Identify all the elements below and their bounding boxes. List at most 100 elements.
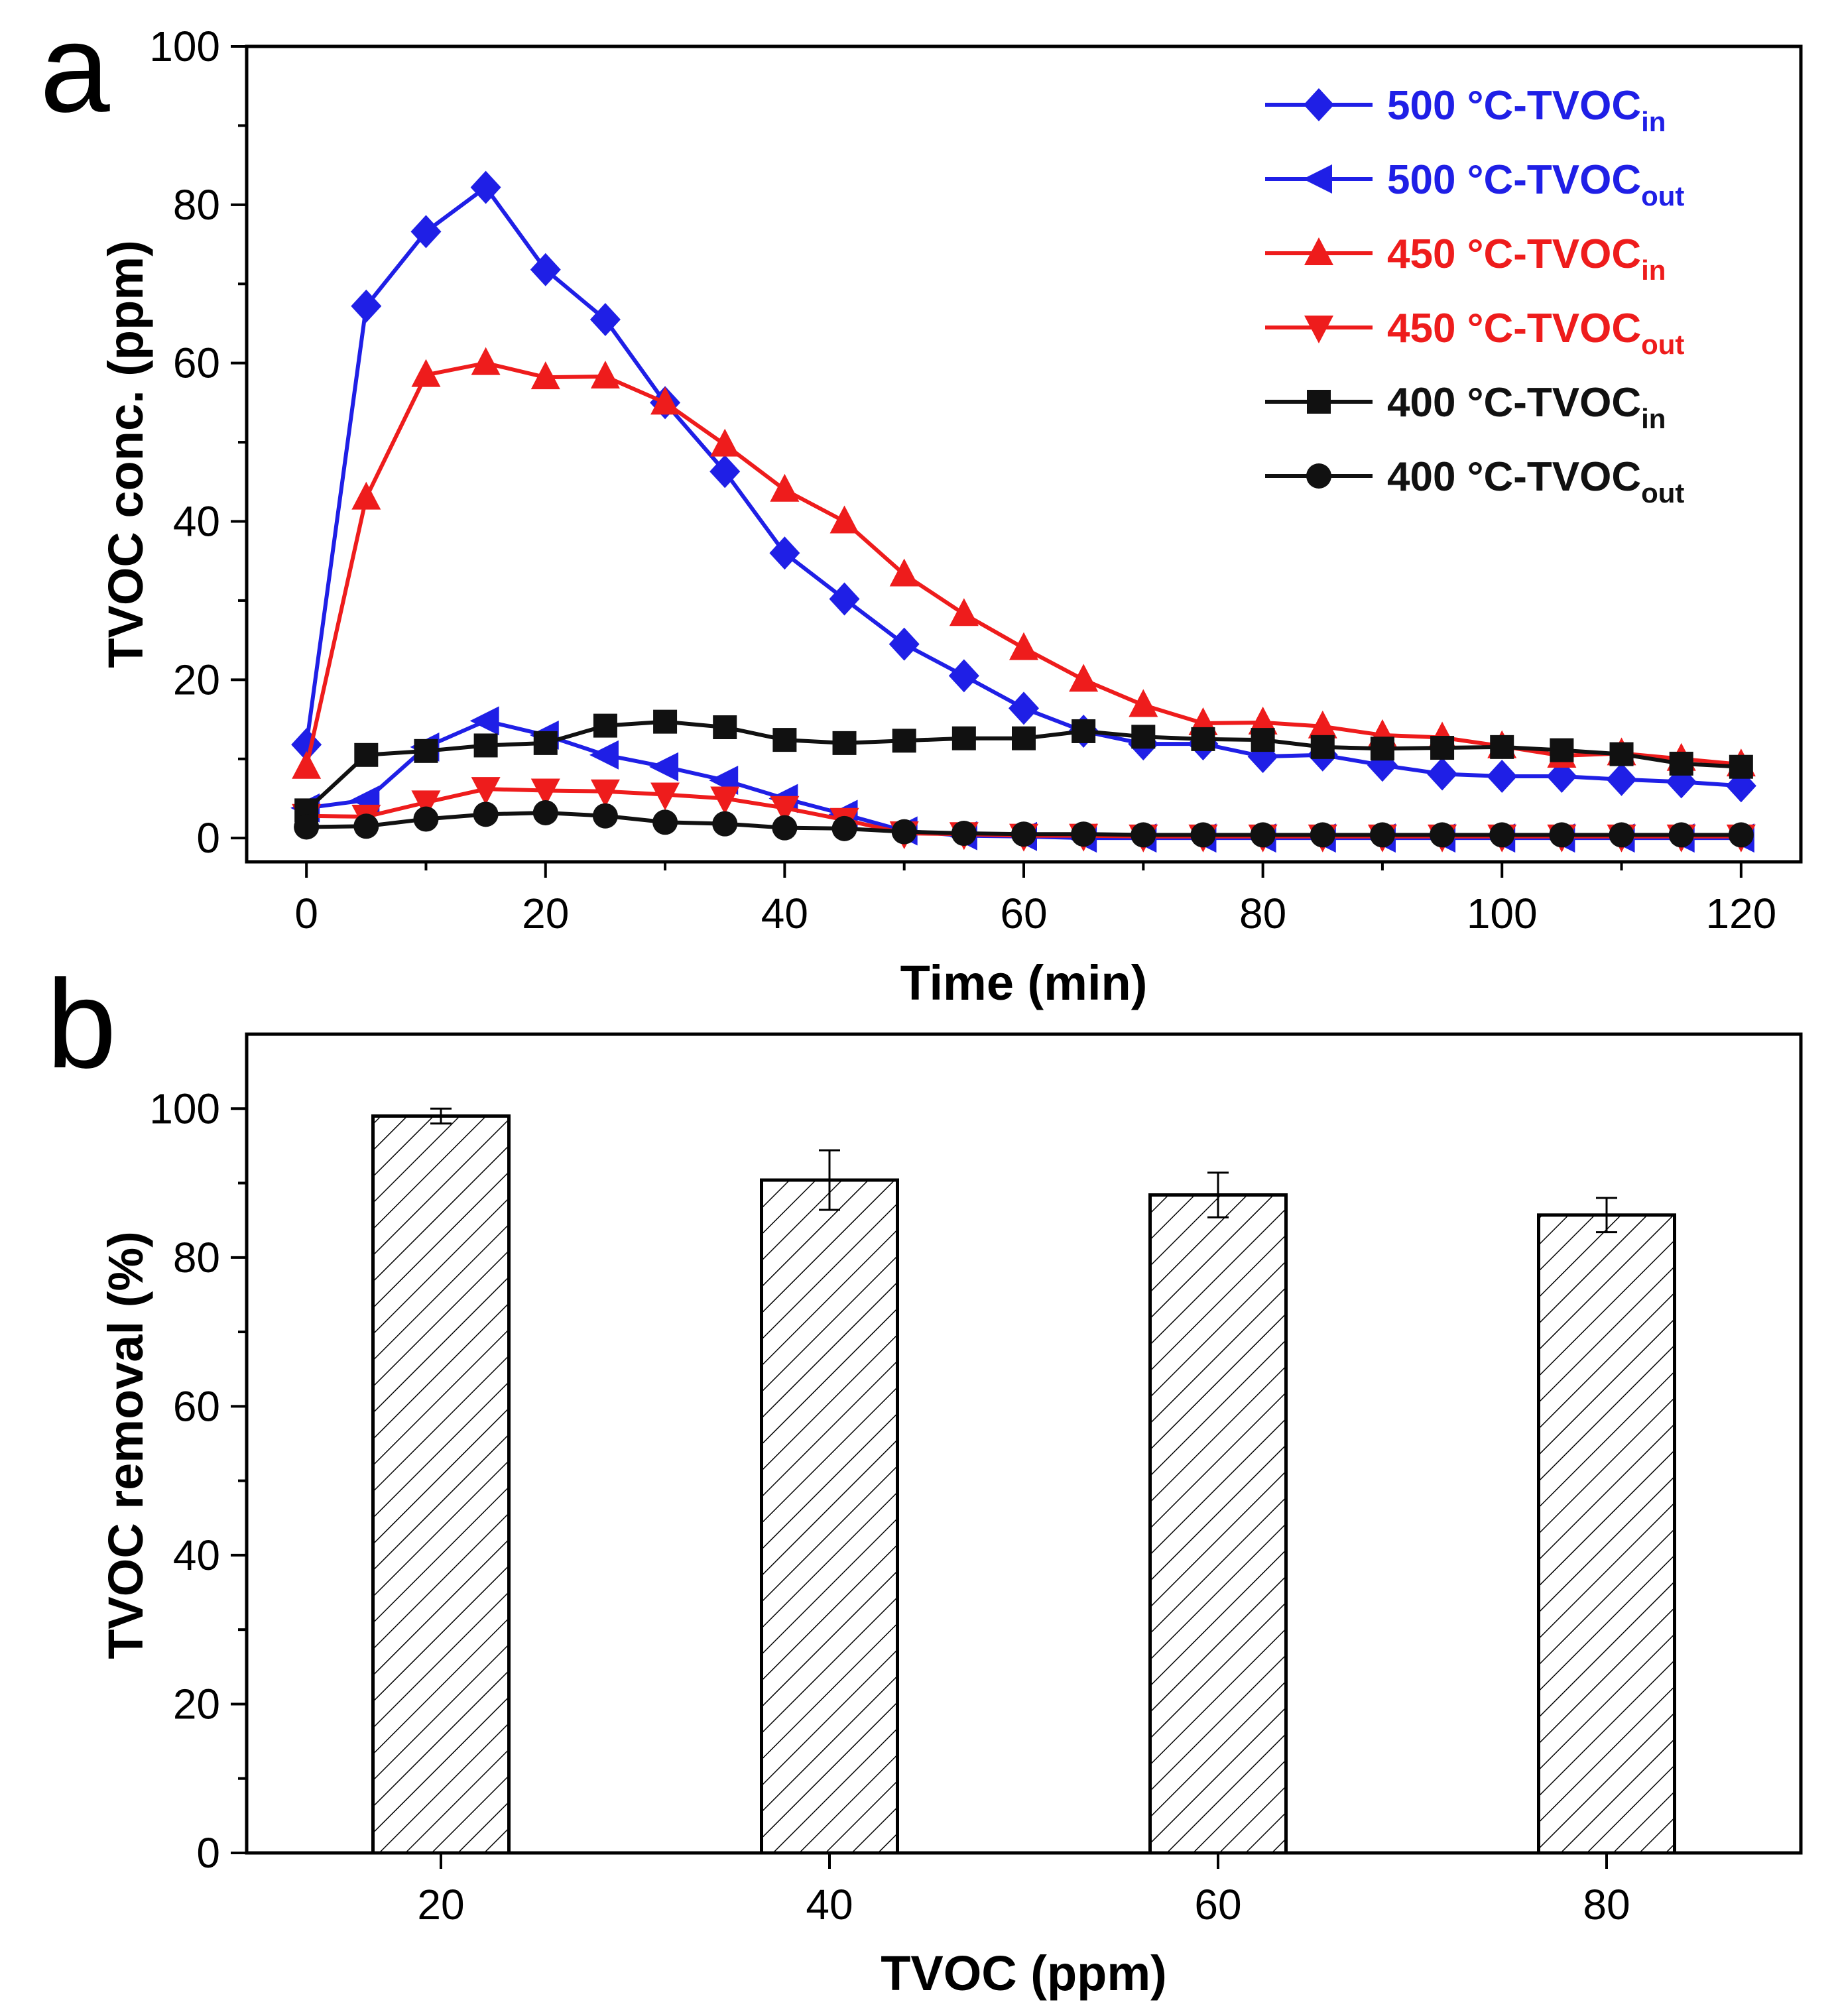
- data-point-400-in: [1072, 719, 1096, 743]
- data-point-400-in: [1609, 742, 1634, 766]
- data-point-500-in: [530, 253, 561, 286]
- data-point-400-in: [1251, 728, 1275, 752]
- data-point-500-out: [649, 752, 679, 782]
- panel-a-y-tick-label: 40: [173, 498, 220, 546]
- legend-marker: [1304, 88, 1334, 121]
- bar-80: [1537, 1213, 1676, 1855]
- panel-b-x-tick-label: 20: [417, 1881, 464, 1928]
- data-point-400-out: [831, 815, 857, 841]
- data-point-450-in: [1009, 632, 1038, 660]
- panel-b-y-tick-label: 60: [173, 1382, 220, 1430]
- data-point-450-in: [770, 473, 800, 502]
- data-point-500-in: [948, 659, 979, 693]
- panel-a-x-tick-label: 120: [1705, 890, 1776, 937]
- data-point-400-out: [1668, 822, 1694, 848]
- panel-a-y-tick-label: 60: [173, 339, 220, 387]
- data-point-400-in: [772, 728, 797, 752]
- data-point-450-out: [770, 796, 800, 824]
- bar-40: [760, 1178, 899, 1855]
- panel-b: 0 20 40 60 80 100 20 40 60 80 TVOC (ppm) TVOC rem…: [98, 1032, 1803, 2001]
- data-point-500-in: [1487, 760, 1518, 794]
- panel-b-x-tick-label: 40: [806, 1881, 853, 1928]
- data-point-400-in: [1370, 737, 1394, 761]
- panel-a-x-tick-label: 60: [1000, 890, 1047, 937]
- data-point-450-out: [710, 786, 740, 815]
- data-point-400-in: [1191, 727, 1215, 751]
- data-point-450-in: [411, 359, 441, 387]
- data-point-400-in: [414, 739, 438, 763]
- panel-b-y-axis-label: TVOC removal (%): [98, 1231, 153, 1659]
- panel-a-y-tick-label: 20: [173, 656, 220, 703]
- legend-item-450-in: 450 °C-TVOCin: [1265, 231, 1666, 286]
- panel-a-x-tick-label: 40: [761, 890, 808, 937]
- data-point-400-out: [473, 801, 499, 827]
- panel-b-x-tick-label: 60: [1194, 1881, 1241, 1928]
- error-bar-80: [1596, 1197, 1617, 1234]
- data-point-450-in: [710, 428, 740, 457]
- panel-a-x-axis-label: Time (min): [900, 955, 1148, 1010]
- data-point-400-out: [951, 821, 977, 847]
- data-point-500-in: [1606, 762, 1637, 796]
- panel-a-x-tick-label: 80: [1239, 890, 1286, 937]
- panel-b-y-tick-label: 40: [173, 1531, 220, 1579]
- data-point-400-out: [1071, 821, 1097, 847]
- data-point-400-in: [1310, 735, 1335, 759]
- data-point-500-in: [888, 627, 920, 661]
- data-point-400-in: [1729, 754, 1753, 779]
- legend-item-450-out: 450 °C-TVOCout: [1265, 306, 1684, 360]
- legend-marker: [1304, 316, 1333, 343]
- data-point-400-out: [413, 806, 439, 832]
- series-400-in: [294, 709, 1753, 823]
- legend-label: 400 °C-TVOCin: [1387, 380, 1666, 434]
- data-point-400-out: [353, 813, 379, 839]
- data-point-400-out: [1549, 822, 1575, 848]
- data-point-450-out: [411, 790, 441, 819]
- data-point-400-in: [1012, 726, 1036, 750]
- data-point-450-in: [1069, 664, 1099, 692]
- panel-a-x-tick-label: 100: [1467, 890, 1538, 937]
- legend-item-400-in: 400 °C-TVOCin: [1265, 380, 1666, 434]
- data-point-400-out: [1250, 822, 1276, 848]
- legend-item-500-in: 500 °C-TVOCin: [1265, 83, 1666, 137]
- data-point-450-in: [889, 558, 919, 587]
- data-point-400-out: [1310, 822, 1335, 848]
- panel-a-y-axis-label: TVOC conc. (ppm): [98, 240, 153, 668]
- data-point-450-out: [530, 778, 560, 807]
- data-point-400-in: [473, 733, 498, 758]
- data-point-400-in: [1550, 738, 1574, 762]
- data-point-500-in: [410, 215, 442, 249]
- data-point-400-out: [294, 814, 320, 840]
- data-point-400-in: [713, 715, 737, 739]
- legend-item-400-out: 400 °C-TVOCout: [1265, 454, 1684, 508]
- panel-a-label: a: [40, 0, 110, 139]
- panel-b-y-tick-label: 80: [173, 1234, 220, 1281]
- data-point-500-out: [469, 706, 499, 736]
- legend-marker: [1303, 164, 1332, 194]
- data-point-450-in: [1129, 689, 1158, 717]
- panel-a-legend: 500 °C-TVOCin 500 °C-TVOCout 450 °C-TVOCin…: [1265, 83, 1684, 508]
- data-point-400-out: [1430, 822, 1455, 848]
- data-point-500-in: [709, 455, 741, 489]
- data-point-400-in: [1490, 735, 1514, 759]
- data-point-400-in: [533, 731, 558, 755]
- panel-b-x-tick-label: 80: [1583, 1881, 1630, 1928]
- panel-a-series: [290, 170, 1756, 853]
- data-point-400-in: [653, 709, 678, 734]
- data-point-400-in: [354, 742, 379, 767]
- data-point-450-out: [471, 777, 501, 805]
- data-point-400-out: [1728, 822, 1754, 848]
- error-bar-60: [1207, 1171, 1229, 1218]
- data-point-400-in: [1430, 736, 1455, 760]
- panel-a-x-tick-label: 0: [294, 890, 318, 937]
- panel-b-bars: [371, 1107, 1676, 1855]
- panel-b-x-axis-label: TVOC (ppm): [881, 1946, 1167, 2001]
- data-point-400-in: [951, 726, 976, 750]
- bar-20: [371, 1114, 511, 1855]
- panel-b-y-tick-label: 100: [149, 1085, 220, 1132]
- data-point-450-in: [471, 347, 501, 375]
- data-point-500-in: [1427, 757, 1458, 791]
- data-point-500-in: [1546, 760, 1577, 794]
- data-point-400-out: [1609, 822, 1634, 848]
